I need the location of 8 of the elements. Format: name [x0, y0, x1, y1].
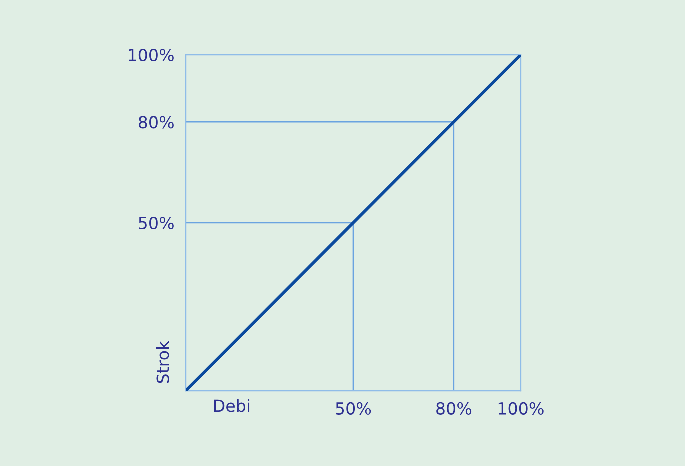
- x-axis-title: Debi: [214, 399, 250, 412]
- y-tick-label: 80%: [138, 116, 174, 129]
- x-tick-label: 80%: [436, 402, 472, 415]
- y-tick-label: 100%: [129, 48, 174, 62]
- y-tick-label: 50%: [139, 216, 174, 230]
- x-tick-label: 50%: [336, 402, 372, 415]
- x-tick-label: 100%: [498, 402, 544, 415]
- y-axis-title: Strok: [156, 340, 170, 384]
